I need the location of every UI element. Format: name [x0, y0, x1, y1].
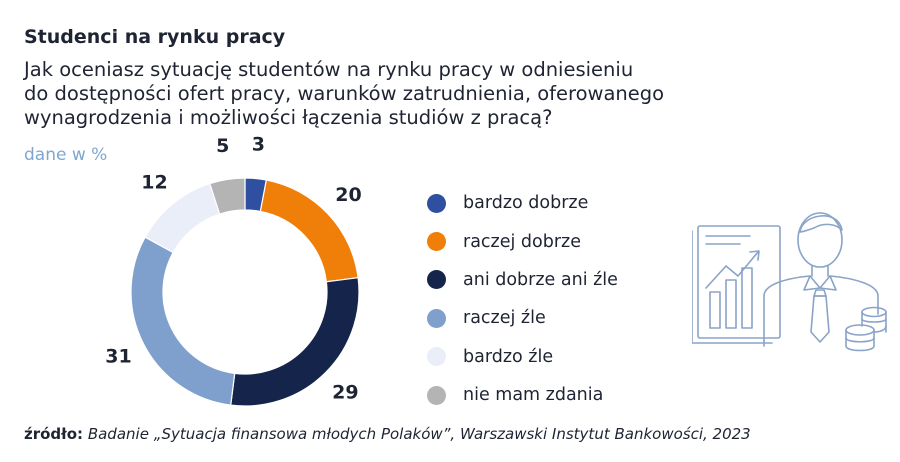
question-line: wynagrodzenia i możliwości łączenia stud…: [24, 106, 553, 129]
legend: bardzo dobrze raczej dobrze ani dobrze a…: [427, 184, 618, 414]
donut-chart: 3 20 29 31 12 5: [105, 134, 362, 407]
question-line: Jak oceniasz sytuację studentów na rynku…: [24, 58, 634, 81]
slice-value-label: 5: [216, 135, 229, 157]
legend-swatch: [427, 193, 446, 213]
source-note: źródło: Badanie „Sytuacja finansowa młod…: [24, 425, 751, 443]
slice-value-label: 29: [332, 381, 358, 403]
unit-label: dane w %: [24, 145, 108, 165]
slice-value-label: 20: [335, 184, 361, 206]
businessman-chart-icon: [692, 212, 887, 352]
donut-slice: [130, 236, 236, 406]
slice-value-label: 31: [105, 345, 131, 367]
chart-title: Studenci na rynku pracy: [24, 26, 286, 48]
legend-label: raczej dobrze: [463, 231, 581, 252]
legend-swatch: [427, 385, 446, 405]
source-text: Badanie „Sytuacja finansowa młodych Pola…: [87, 425, 751, 443]
legend-label: ani dobrze ani źle: [463, 269, 618, 290]
slice-value-label: 12: [141, 172, 167, 194]
legend-item: nie mam zdania: [427, 376, 618, 414]
legend-item: bardzo dobrze: [427, 184, 618, 222]
chart-question: Jak oceniasz sytuację studentów na rynku…: [24, 58, 724, 130]
legend-label: raczej źle: [463, 308, 546, 329]
slice-value-label: 3: [252, 134, 265, 156]
legend-item: bardzo źle: [427, 338, 618, 376]
donut-slice: [209, 177, 246, 215]
source-prefix: źródło:: [24, 425, 84, 443]
legend-swatch: [427, 232, 446, 252]
legend-label: nie mam zdania: [463, 385, 604, 406]
legend-item: raczej źle: [427, 299, 618, 337]
legend-swatch: [427, 270, 446, 290]
legend-item: raczej dobrze: [427, 222, 618, 260]
legend-label: bardzo źle: [463, 346, 554, 367]
question-line: do dostępności ofert pracy, warunków zat…: [24, 82, 665, 105]
legend-swatch: [427, 308, 446, 328]
legend-label: bardzo dobrze: [463, 193, 589, 214]
donut-slice: [144, 182, 221, 254]
legend-item: ani dobrze ani źle: [427, 261, 618, 299]
legend-swatch: [427, 347, 446, 367]
